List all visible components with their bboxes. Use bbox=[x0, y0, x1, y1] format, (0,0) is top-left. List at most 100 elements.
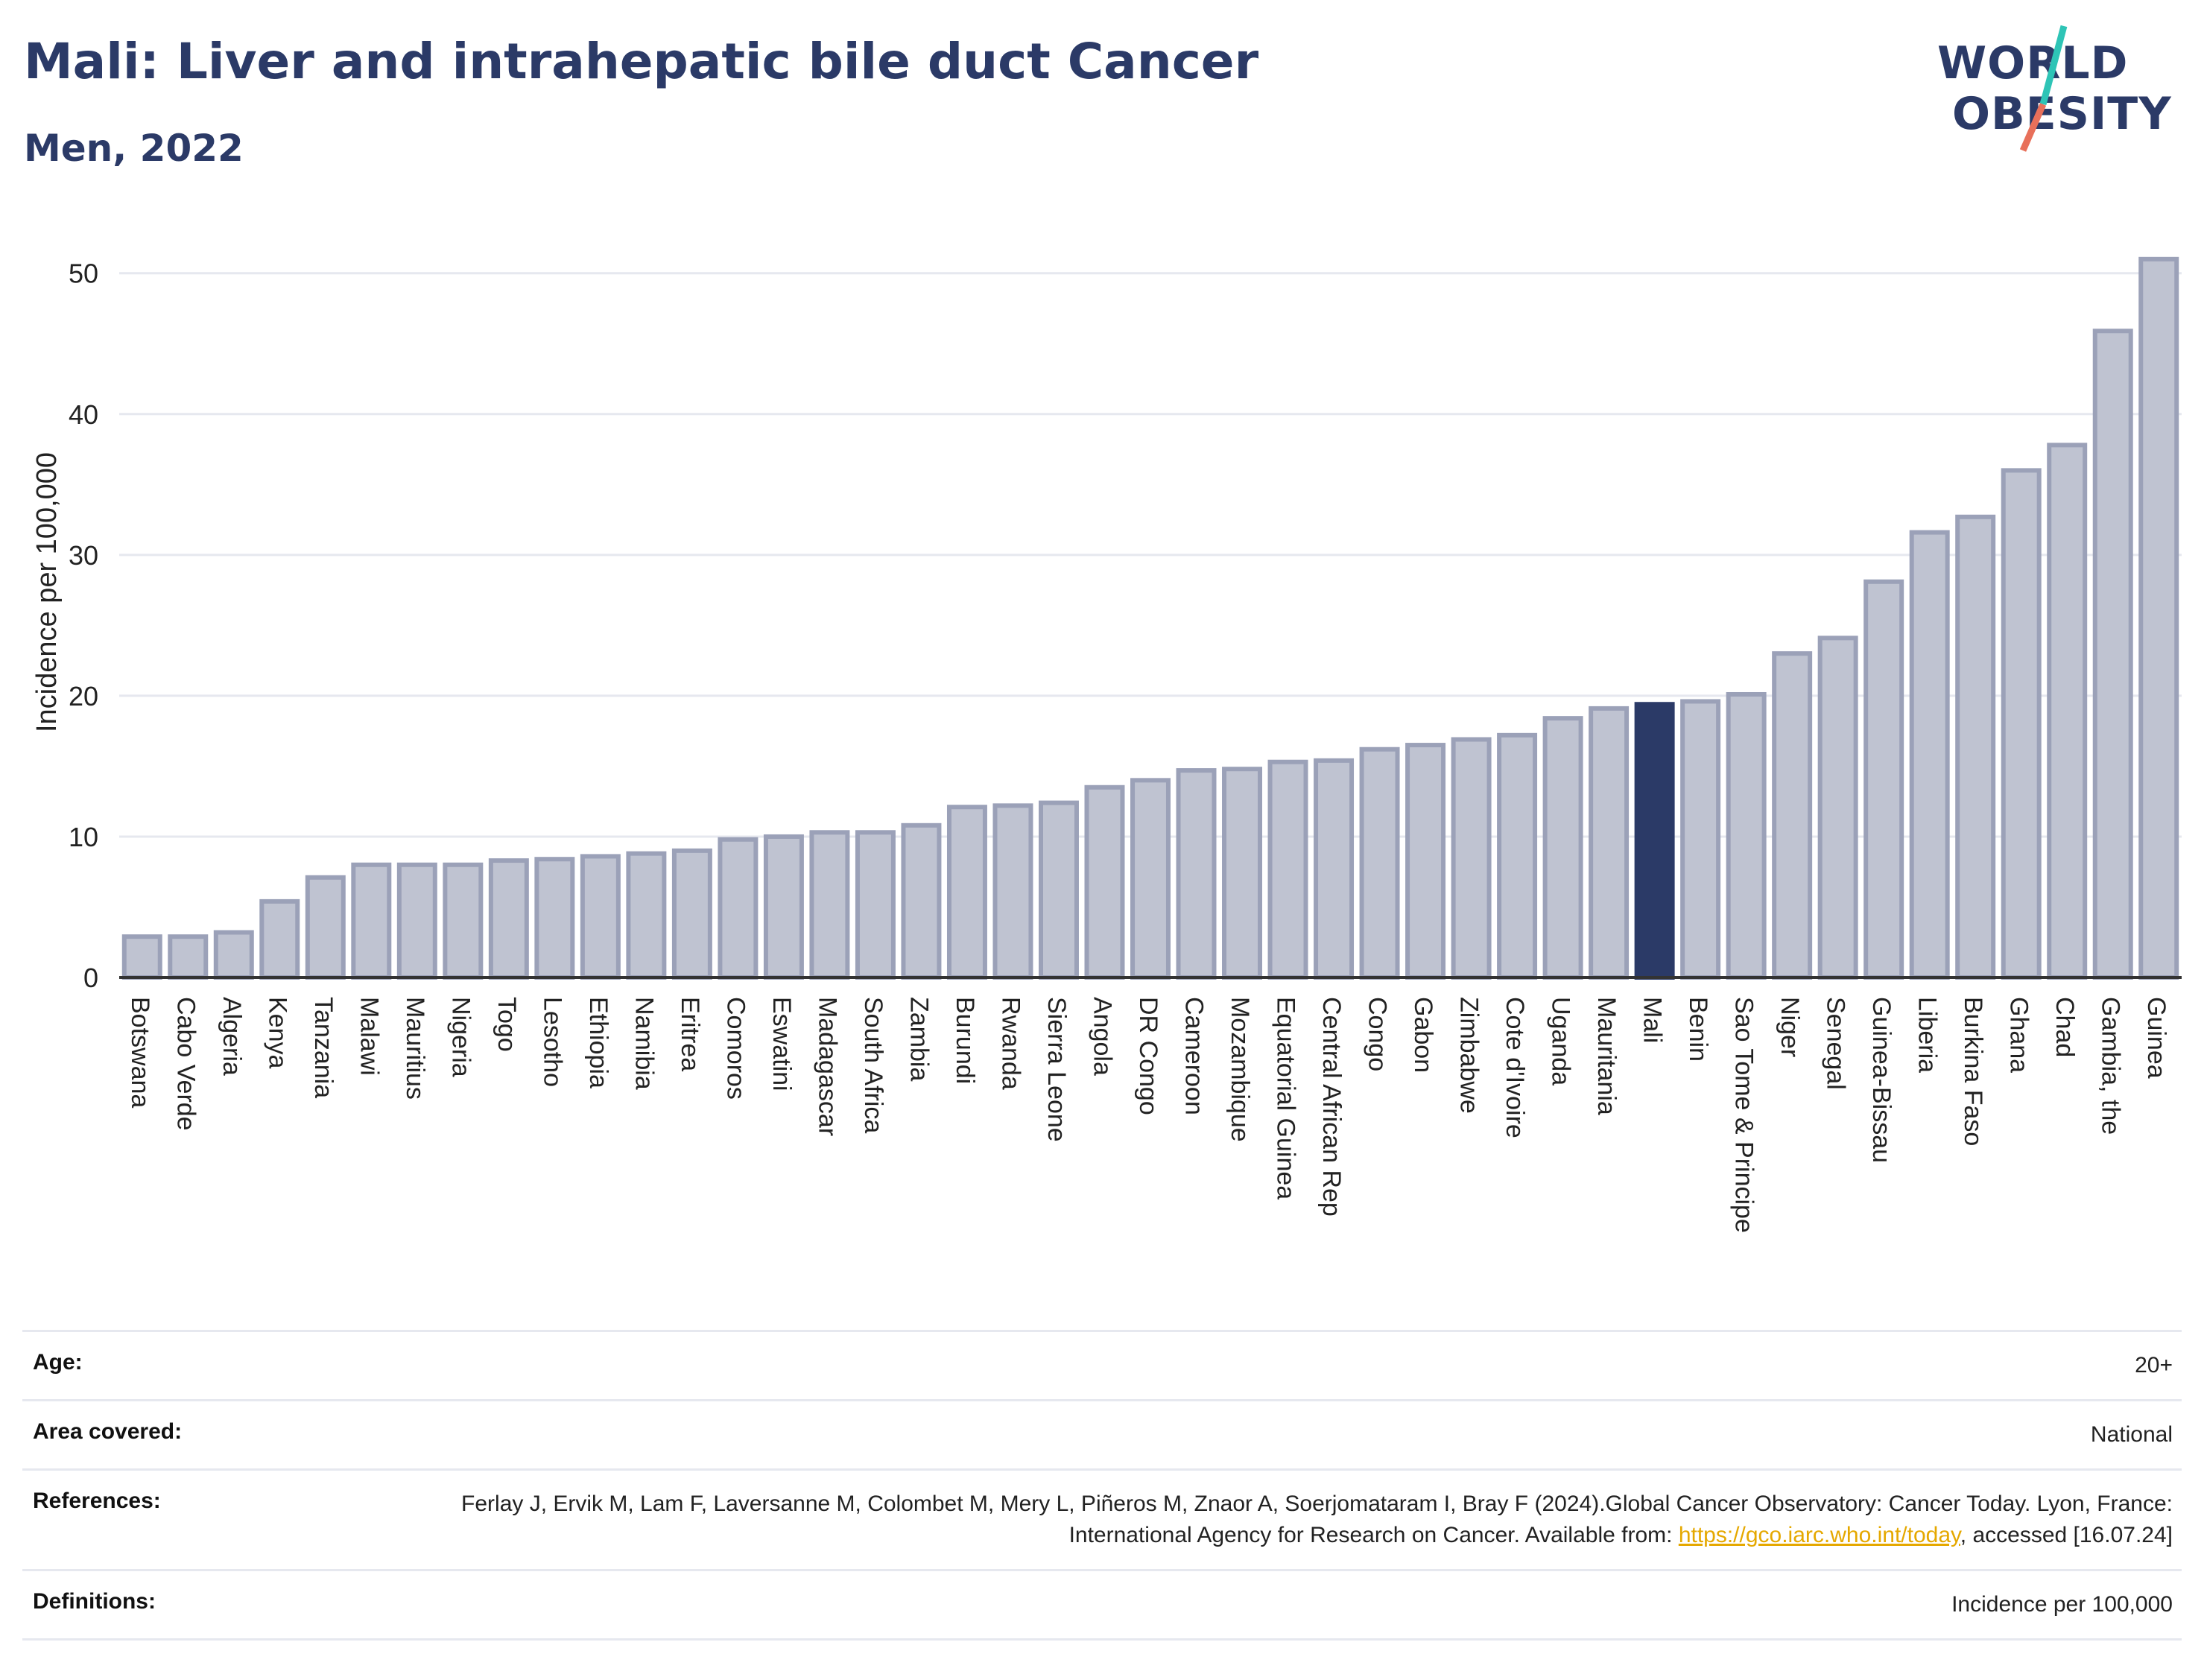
bar-niger bbox=[1772, 651, 1813, 980]
y-tick-label: 50 bbox=[69, 259, 98, 289]
bar-mauritania bbox=[1589, 706, 1630, 980]
x-tick-label: Sierra Leone bbox=[1042, 997, 1071, 1142]
x-tick-label: Burkina Faso bbox=[1959, 997, 1987, 1146]
bar-gabon bbox=[1405, 743, 1446, 980]
bar-cabo-verde bbox=[168, 934, 209, 980]
bar-angola bbox=[1084, 784, 1125, 980]
x-tick-label: Madagascar bbox=[813, 997, 841, 1136]
info-table: Age: 20+ Area covered: National Referenc… bbox=[22, 1330, 2182, 1641]
references-text-1: Ferlay J, Ervik M, Lam F, Laversanne M, … bbox=[461, 1492, 2173, 1547]
x-tick-label: Lesotho bbox=[538, 997, 566, 1087]
x-tick-label: Guinea-Bissau bbox=[1867, 997, 1896, 1163]
bar-south-africa bbox=[855, 830, 896, 980]
area-label: Area covered: bbox=[33, 1419, 183, 1444]
bar-central-african-rep bbox=[1314, 758, 1355, 980]
bar-chart: 0 10 20 30 40 50 Botswana Cabo Verde Algeria Ken… bbox=[31, 256, 2182, 1233]
bar-ethiopia bbox=[580, 854, 621, 980]
bars bbox=[121, 256, 2179, 980]
bar-zambia bbox=[901, 822, 942, 980]
bar-benin bbox=[1680, 699, 1721, 980]
bar-togo bbox=[488, 858, 529, 980]
x-tick-label: Ethiopia bbox=[584, 997, 612, 1088]
bar-uganda bbox=[1542, 716, 1583, 980]
bar-ghana bbox=[2001, 468, 2042, 980]
references-value: Ferlay J, Ervik M, Lam F, Laversanne M, … bbox=[384, 1489, 2173, 1551]
info-row-definitions: Definitions: Incidence per 100,000 bbox=[22, 1569, 2182, 1641]
x-tick-label: Gambia, the bbox=[2097, 997, 2125, 1135]
bar-dr-congo bbox=[1130, 778, 1171, 980]
bar-eswatini bbox=[763, 834, 804, 980]
bar-equatorial-guinea bbox=[1267, 759, 1308, 980]
bar-congo bbox=[1359, 747, 1400, 980]
y-tick-label: 30 bbox=[69, 540, 98, 571]
bar-namibia bbox=[626, 851, 667, 980]
bar-sierra-leone bbox=[1038, 800, 1079, 980]
definitions-label: Definitions: bbox=[33, 1589, 156, 1614]
age-value: 20+ bbox=[2135, 1353, 2173, 1378]
age-label: Age: bbox=[33, 1350, 83, 1375]
bar-mali bbox=[1634, 702, 1675, 980]
x-tick-label: Sao Tome & Principe bbox=[1730, 997, 1758, 1233]
world-obesity-logo: WORLD OBESITY bbox=[1937, 22, 2191, 156]
x-tick-label: Botswana bbox=[126, 997, 154, 1108]
area-value: National bbox=[2090, 1422, 2173, 1447]
chart-subtitle: Men, 2022 bbox=[24, 127, 244, 170]
x-tick-label: Mali bbox=[1638, 997, 1667, 1043]
bar-kenya bbox=[259, 898, 300, 980]
x-tick-label: Guinea bbox=[2142, 997, 2170, 1079]
references-text-2: , accessed [16.07.24] bbox=[1960, 1523, 2173, 1547]
x-tick-label: Togo bbox=[493, 997, 521, 1052]
x-tick-label: Algeria bbox=[218, 997, 246, 1076]
info-row-area: Area covered: National bbox=[22, 1399, 2182, 1468]
bar-cote-d-ivoire bbox=[1497, 732, 1538, 980]
bar-chad bbox=[2047, 443, 2088, 980]
x-tick-label: DR Congo bbox=[1134, 997, 1162, 1115]
references-label: References: bbox=[33, 1489, 161, 1513]
bar-rwanda bbox=[992, 803, 1033, 980]
x-tick-label: Cabo Verde bbox=[171, 997, 200, 1131]
x-tick-label: Eritrea bbox=[676, 997, 704, 1071]
references-link[interactable]: https://gco.iarc.who.int/today bbox=[1678, 1523, 1960, 1547]
bar-guinea bbox=[2138, 256, 2179, 980]
definitions-value: Incidence per 100,000 bbox=[1951, 1592, 2173, 1617]
x-tick-label: Mauritania bbox=[1592, 997, 1621, 1115]
y-tick-label: 20 bbox=[69, 681, 98, 711]
bar-sao-tome-principe bbox=[1726, 691, 1767, 980]
bar-malawi bbox=[351, 862, 392, 980]
x-tick-label: Central African Rep bbox=[1317, 997, 1346, 1217]
x-tick-label: Rwanda bbox=[996, 997, 1025, 1090]
bar-tanzania bbox=[305, 875, 346, 980]
x-tick-label: Burundi bbox=[951, 997, 979, 1084]
bar-lesotho bbox=[534, 857, 575, 980]
bar-burundi bbox=[946, 805, 987, 980]
logo-slash-icon bbox=[2019, 25, 2068, 152]
x-tick-label: Gabon bbox=[1409, 997, 1437, 1073]
bar-mauritius bbox=[396, 862, 437, 980]
x-tick-label: Mauritius bbox=[401, 997, 429, 1100]
x-tick-label: Eswatini bbox=[767, 997, 796, 1091]
x-tick-label: Senegal bbox=[1822, 997, 1850, 1090]
x-tick-label: Zambia bbox=[905, 997, 933, 1081]
bar-madagascar bbox=[809, 830, 850, 980]
x-tick-label: Tanzania bbox=[309, 997, 338, 1098]
x-tick-label: Mozambique bbox=[1226, 997, 1254, 1142]
bar-botswana bbox=[121, 934, 162, 980]
x-tick-label: Comoros bbox=[721, 997, 750, 1100]
x-tick-label: Malawi bbox=[355, 997, 383, 1076]
axes: 0 10 20 30 40 50 bbox=[69, 259, 2182, 993]
logo-text-line-1: WORLD bbox=[1937, 37, 2129, 89]
x-tick-label: South Africa bbox=[859, 997, 887, 1133]
bar-burkina-faso bbox=[1955, 514, 1996, 980]
bar-mozambique bbox=[1222, 767, 1263, 980]
bar-liberia bbox=[1909, 530, 1950, 980]
x-tick-label: Cameroon bbox=[1180, 997, 1209, 1115]
x-tick-label: Nigeria bbox=[446, 997, 475, 1077]
chart-title: Mali: Liver and intrahepatic bile duct C… bbox=[24, 33, 1259, 90]
info-row-age: Age: 20+ bbox=[22, 1330, 2182, 1399]
bar-algeria bbox=[213, 930, 254, 980]
x-tick-label: Cote d'Ivoire bbox=[1501, 997, 1529, 1138]
x-tick-label: Liberia bbox=[1913, 997, 1942, 1073]
y-tick-label: 0 bbox=[83, 963, 98, 993]
y-tick-label: 40 bbox=[69, 399, 98, 430]
bar-zimbabwe bbox=[1451, 737, 1492, 980]
